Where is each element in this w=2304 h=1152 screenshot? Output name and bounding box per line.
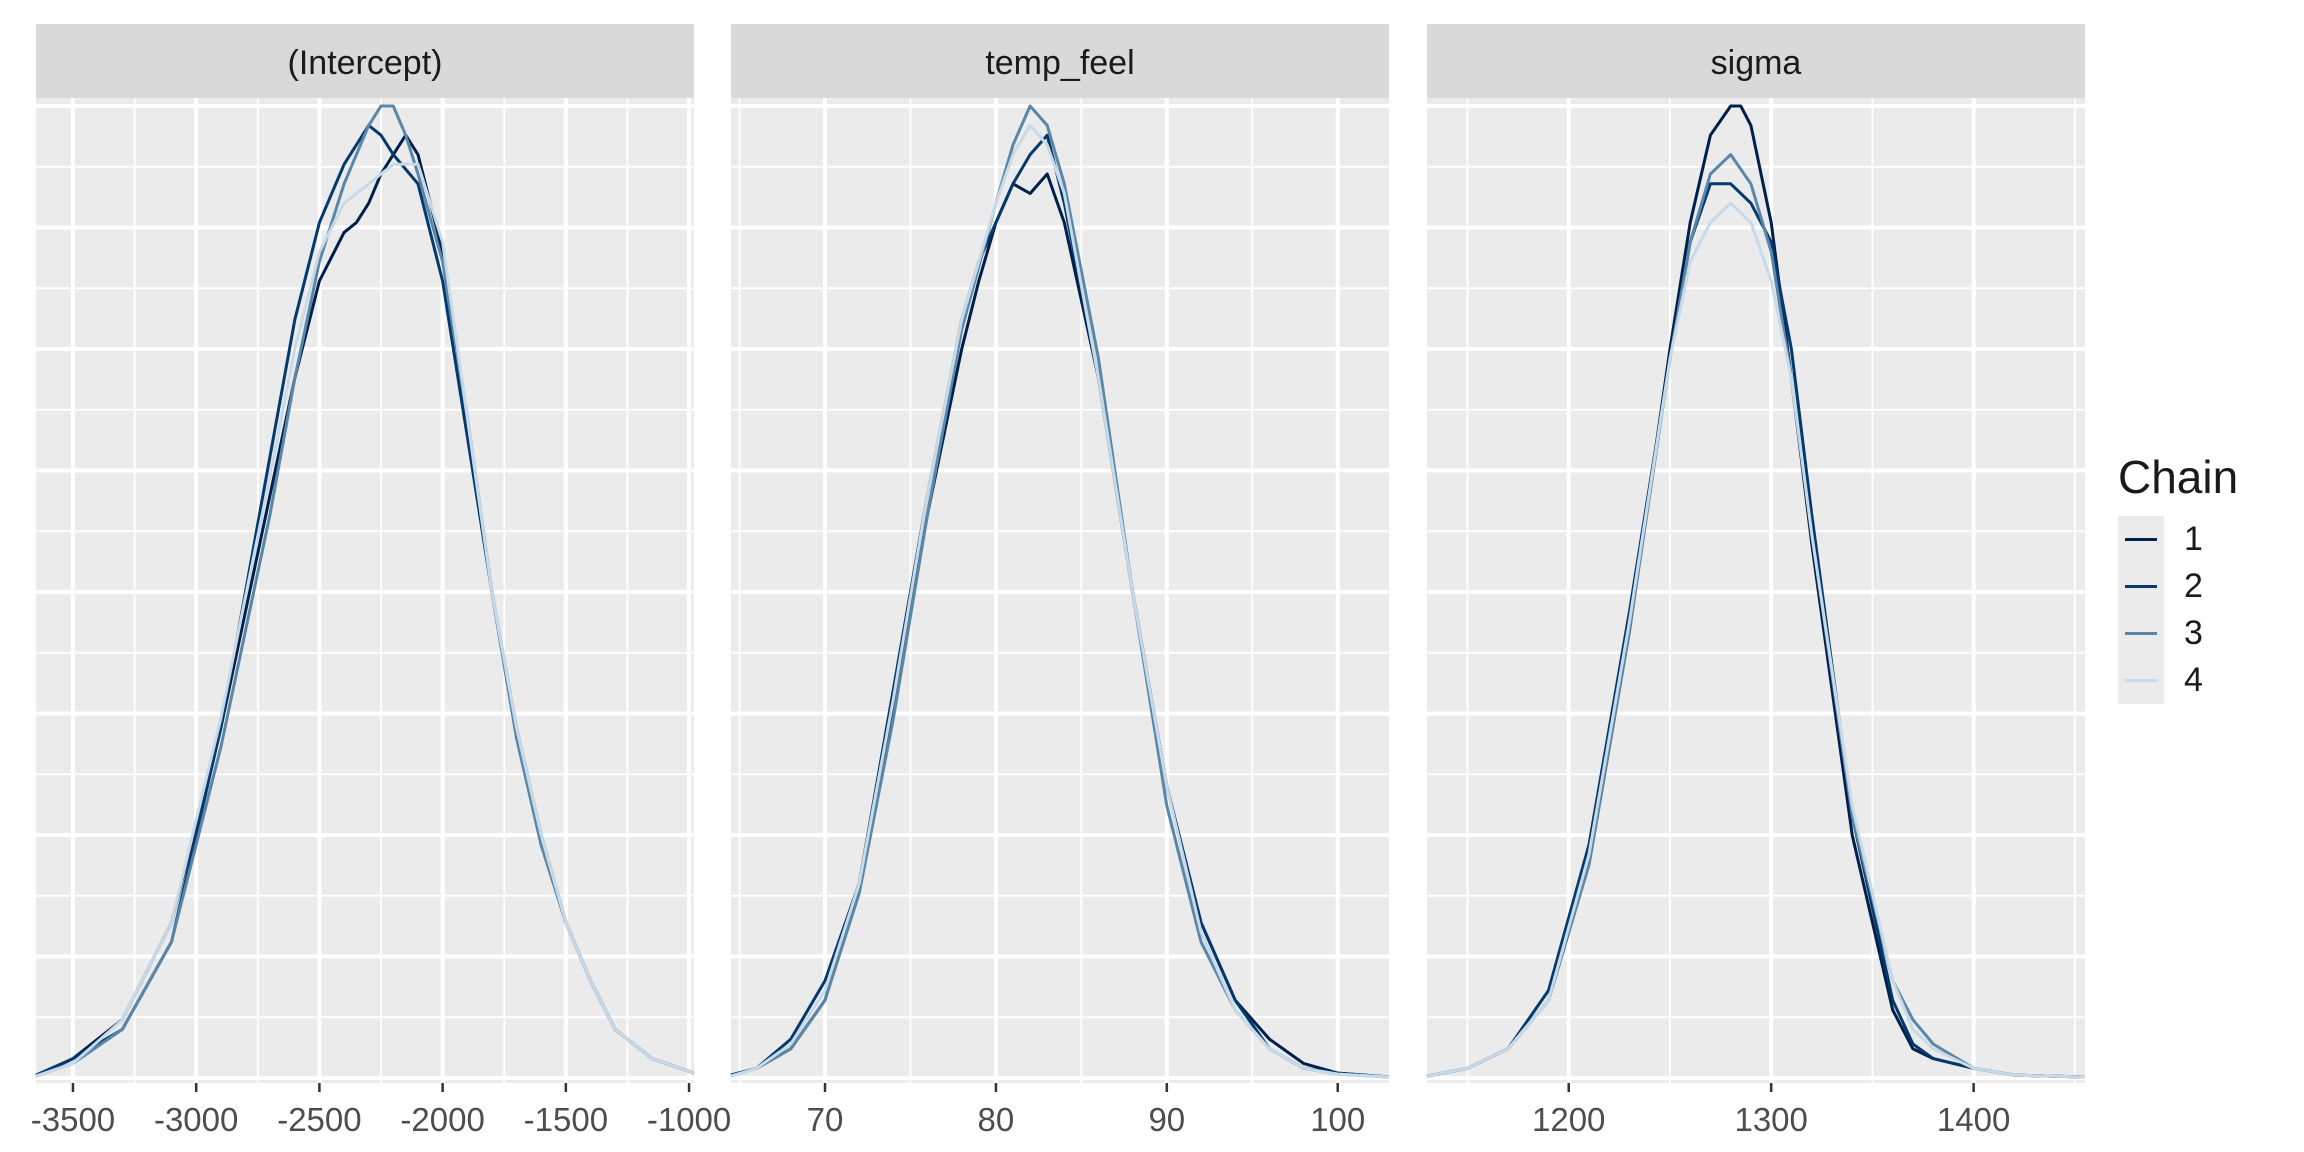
x-tick-label: -3500 — [31, 1101, 115, 1138]
x-tick-label: 80 — [978, 1101, 1015, 1138]
legend-swatch-2 — [2125, 585, 2157, 588]
legend-keys: 1 2 3 4 — [2118, 516, 2298, 704]
facet-strip-2 — [731, 24, 1389, 98]
legend-label-1: 1 — [2184, 520, 2203, 558]
density-line-chain-4 — [35, 162, 695, 1078]
legend-swatch-1 — [2125, 538, 2157, 541]
x-tick-label: 1300 — [1734, 1101, 1807, 1138]
legend: Chain 1 2 3 4 — [2118, 450, 2298, 704]
legend-swatch-3 — [2125, 632, 2157, 635]
x-tick-label: 90 — [1148, 1101, 1185, 1138]
x-tick-label: 70 — [807, 1101, 844, 1138]
facet-strip-1 — [36, 24, 694, 98]
facet-strip-title-3: sigma — [1711, 44, 1802, 82]
legend-swatch-4 — [2125, 679, 2157, 682]
legend-item-4: 4 — [2118, 657, 2298, 704]
x-tick-label: -2500 — [277, 1101, 361, 1138]
facet-strip-3 — [1427, 24, 2085, 98]
x-tick-label: -2000 — [400, 1101, 484, 1138]
legend-key-2 — [2118, 563, 2164, 610]
x-tick-label: 100 — [1310, 1101, 1365, 1138]
facet-strip-title-2: temp_feel — [985, 44, 1134, 82]
x-tick-label: -1500 — [524, 1101, 608, 1138]
density-line-chain-4 — [730, 123, 1390, 1079]
x-tick-label: 1400 — [1937, 1101, 2010, 1138]
legend-key-1 — [2118, 516, 2164, 563]
legend-label-4: 4 — [2184, 661, 2203, 699]
legend-item-2: 2 — [2118, 563, 2298, 610]
legend-item-1: 1 — [2118, 516, 2298, 563]
legend-key-4 — [2118, 657, 2164, 704]
x-tick-label: -1000 — [647, 1101, 731, 1138]
density-line-chain-2 — [1426, 182, 2086, 1079]
legend-title: Chain — [2118, 451, 2239, 503]
x-tick-label: -3000 — [154, 1101, 238, 1138]
legend-label-3: 3 — [2184, 614, 2203, 652]
x-tick-label: 1200 — [1532, 1101, 1605, 1138]
density-line-chain-4 — [1426, 201, 2086, 1079]
legend-label-2: 2 — [2184, 567, 2203, 605]
legend-key-3 — [2118, 610, 2164, 657]
facet-strip-title-1: (Intercept) — [288, 44, 443, 82]
legend-item-3: 3 — [2118, 610, 2298, 657]
